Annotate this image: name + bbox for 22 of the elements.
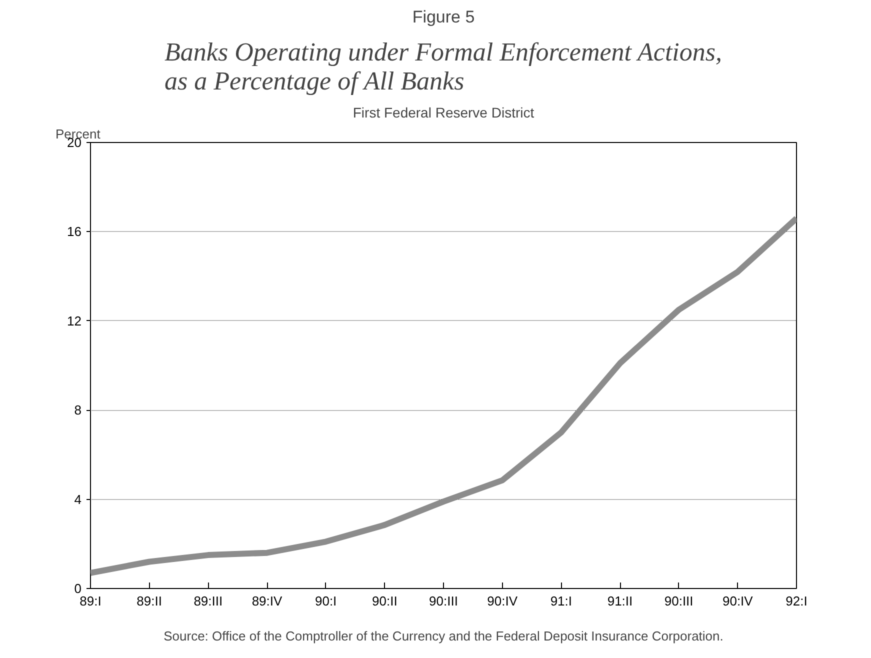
x-tick-label: 89:I [80,594,102,608]
y-tick-label: 0 [74,581,82,596]
x-tick-label: 90:I [314,594,337,608]
x-tick-label: 90:III [664,594,694,608]
x-tick-label: 89:III [194,594,223,608]
x-tick-label: 90:IV [487,594,518,608]
x-tick-label: 92:I [786,594,808,608]
y-tick-label: 4 [74,492,82,507]
source-note: Source: Office of the Comptroller of the Currency and the Federal Deposit Insurance Corporation. [164,628,724,644]
chart-subtitle: First Federal Reserve District [352,104,534,120]
x-tick-label: 91:I [550,594,572,608]
y-tick-label: 8 [74,402,82,418]
x-tick-label: 90:IV [722,594,754,608]
y-tick-label: 12 [67,313,82,328]
x-tick-label: 89:IV [252,594,283,608]
caption: Figure 5 [412,8,475,26]
x-tick-label: 90:II [372,594,398,608]
chart-title: Banks Operating under Formal Enforcement Actions, as a Percentage of All Banks [164,38,722,96]
x-tick-label: 91:II [607,594,633,608]
y-tick-label: 16 [67,224,82,240]
x-tick-label: 90:III [429,594,458,608]
x-tick-label: 89:II [136,594,162,608]
